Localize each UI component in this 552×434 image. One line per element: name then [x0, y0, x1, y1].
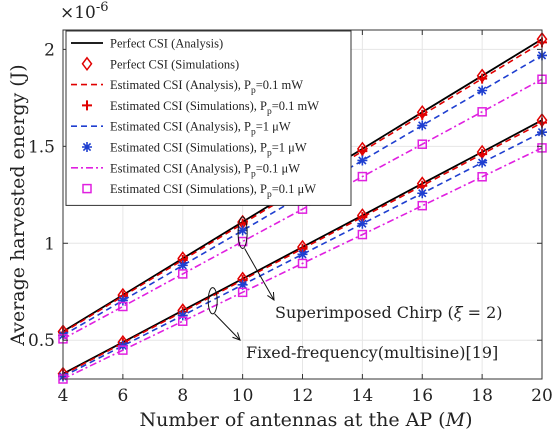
y-tick-label: 0.5 [28, 331, 55, 351]
y-tick-label: 2 [44, 40, 55, 60]
x-tick-label: 18 [471, 386, 493, 406]
data-point-plus [477, 149, 488, 160]
legend-label: Estimated CSI (Analysis), Pp=0.1 μW [110, 161, 300, 179]
annotation-ellipse-chirp [237, 216, 248, 250]
data-point-square [357, 229, 368, 240]
x-tick-label: 10 [232, 386, 254, 406]
data-point-plus [417, 109, 428, 120]
x-tick-label: 14 [352, 386, 374, 406]
y-axis-label: Average harvested energy (J) [7, 64, 29, 346]
legend-label: Estimated CSI (Simulations), Pp=1 μW [110, 141, 307, 159]
data-point-asterisk [357, 218, 368, 229]
legend-label: Estimated CSI (Analysis), Pp=1 μW [110, 120, 291, 138]
y-tick-label: 1 [44, 234, 55, 254]
legend-entry: Estimated CSI (Analysis), Pp=0.1 mW [71, 78, 303, 96]
data-point-asterisk [297, 249, 308, 260]
data-point-asterisk [237, 225, 248, 236]
data-point-asterisk [117, 295, 128, 306]
legend-entry: Estimated CSI (Analysis), Pp=1 μW [71, 120, 291, 138]
legend-marker-asterisk [82, 142, 92, 152]
annotation-arrow-multisine-head [232, 332, 241, 341]
annotation-arrow-chirp [244, 248, 275, 301]
data-point-asterisk [477, 85, 488, 96]
data-point-square [477, 107, 487, 117]
data-point-plus [357, 146, 368, 157]
legend-marker-diamond [81, 56, 93, 72]
x-tick-label: 8 [177, 386, 188, 406]
legend-entry: Estimated CSI (Analysis), Pp=0.1 μW [71, 161, 300, 179]
series-line [62, 78, 543, 340]
data-point-square [178, 316, 188, 326]
data-point-asterisk [237, 279, 248, 290]
data-point-plus [477, 73, 488, 84]
x-tick-label: 6 [117, 386, 128, 406]
data-point-square [178, 269, 188, 279]
data-point-asterisk [177, 310, 188, 321]
data-point-square [357, 171, 368, 182]
legend-marker-plus [82, 100, 92, 111]
data-point-asterisk [417, 188, 428, 199]
data-point-asterisk [477, 157, 488, 168]
legend-label: Estimated CSI (Simulations), Pp=0.1 μW [110, 182, 316, 200]
legend-label: Estimated CSI (Analysis), Pp=0.1 mW [110, 78, 303, 96]
legend-entry: Estimated CSI (Simulations), Pp=0.1 mW [82, 99, 319, 117]
legend-label: Perfect CSI (Analysis) [110, 37, 223, 51]
plot-frame [62, 29, 543, 380]
y-scale-multiplier: ×10-6 [60, 0, 109, 23]
data-point-square [118, 345, 128, 355]
data-point-asterisk [177, 260, 188, 271]
y-tick-label: 1.5 [28, 137, 55, 157]
series-chirp-4 [62, 54, 543, 337]
legend: Perfect CSI (Analysis) Perfect CSI (Simul… [65, 30, 352, 206]
x-tick-label: 12 [292, 386, 314, 406]
tick-labels: 4 6 8 10 12 14 16 18 20 0.5 1 1.5 2 [28, 40, 552, 406]
data-point-square [477, 172, 487, 182]
legend-entry: Perfect CSI (Analysis) [71, 37, 223, 51]
annotation-arrow-multisine [214, 313, 241, 341]
data-point-square [237, 287, 248, 298]
legend-marker-square [82, 183, 92, 194]
annotation-ellipse-multisine [207, 287, 218, 315]
x-tick-label: 20 [531, 386, 552, 406]
annotations: Superimposed Chirp (ξ = 2) Fixed-frequenc… [207, 216, 503, 362]
x-tick-label: 16 [411, 386, 433, 406]
data-point-square [417, 200, 427, 211]
legend-entry: Estimated CSI (Simulations), Pp=1 μW [82, 141, 307, 159]
legend-box [65, 30, 352, 206]
data-point-asterisk [357, 155, 368, 166]
series-line [62, 54, 543, 337]
annotation-label-chirp: Superimposed Chirp (ξ = 2) [275, 303, 503, 322]
annotation-label-multisine: Fixed-frequency(multisine)[19] [246, 343, 498, 362]
legend-entry: Estimated CSI (Simulations), Pp=0.1 μW [82, 182, 316, 200]
data-point-square [297, 258, 308, 269]
series-multisine-14 [62, 147, 543, 380]
data-point-square [417, 139, 427, 149]
legend-label: Estimated CSI (Simulations), Pp=0.1 mW [110, 99, 319, 117]
annotation-arrow-chirp-head [267, 291, 275, 301]
x-axis-label: Number of antennas at the AP (M) [140, 409, 473, 431]
legend-label: Perfect CSI (Simulations) [110, 57, 239, 71]
x-tick-label: 4 [58, 386, 69, 406]
series-line [62, 147, 543, 380]
data-point-square [118, 301, 128, 312]
legend-entry: Perfect CSI (Simulations) [81, 56, 239, 72]
data-point-asterisk [417, 120, 428, 131]
series-chirp-6 [62, 78, 543, 340]
